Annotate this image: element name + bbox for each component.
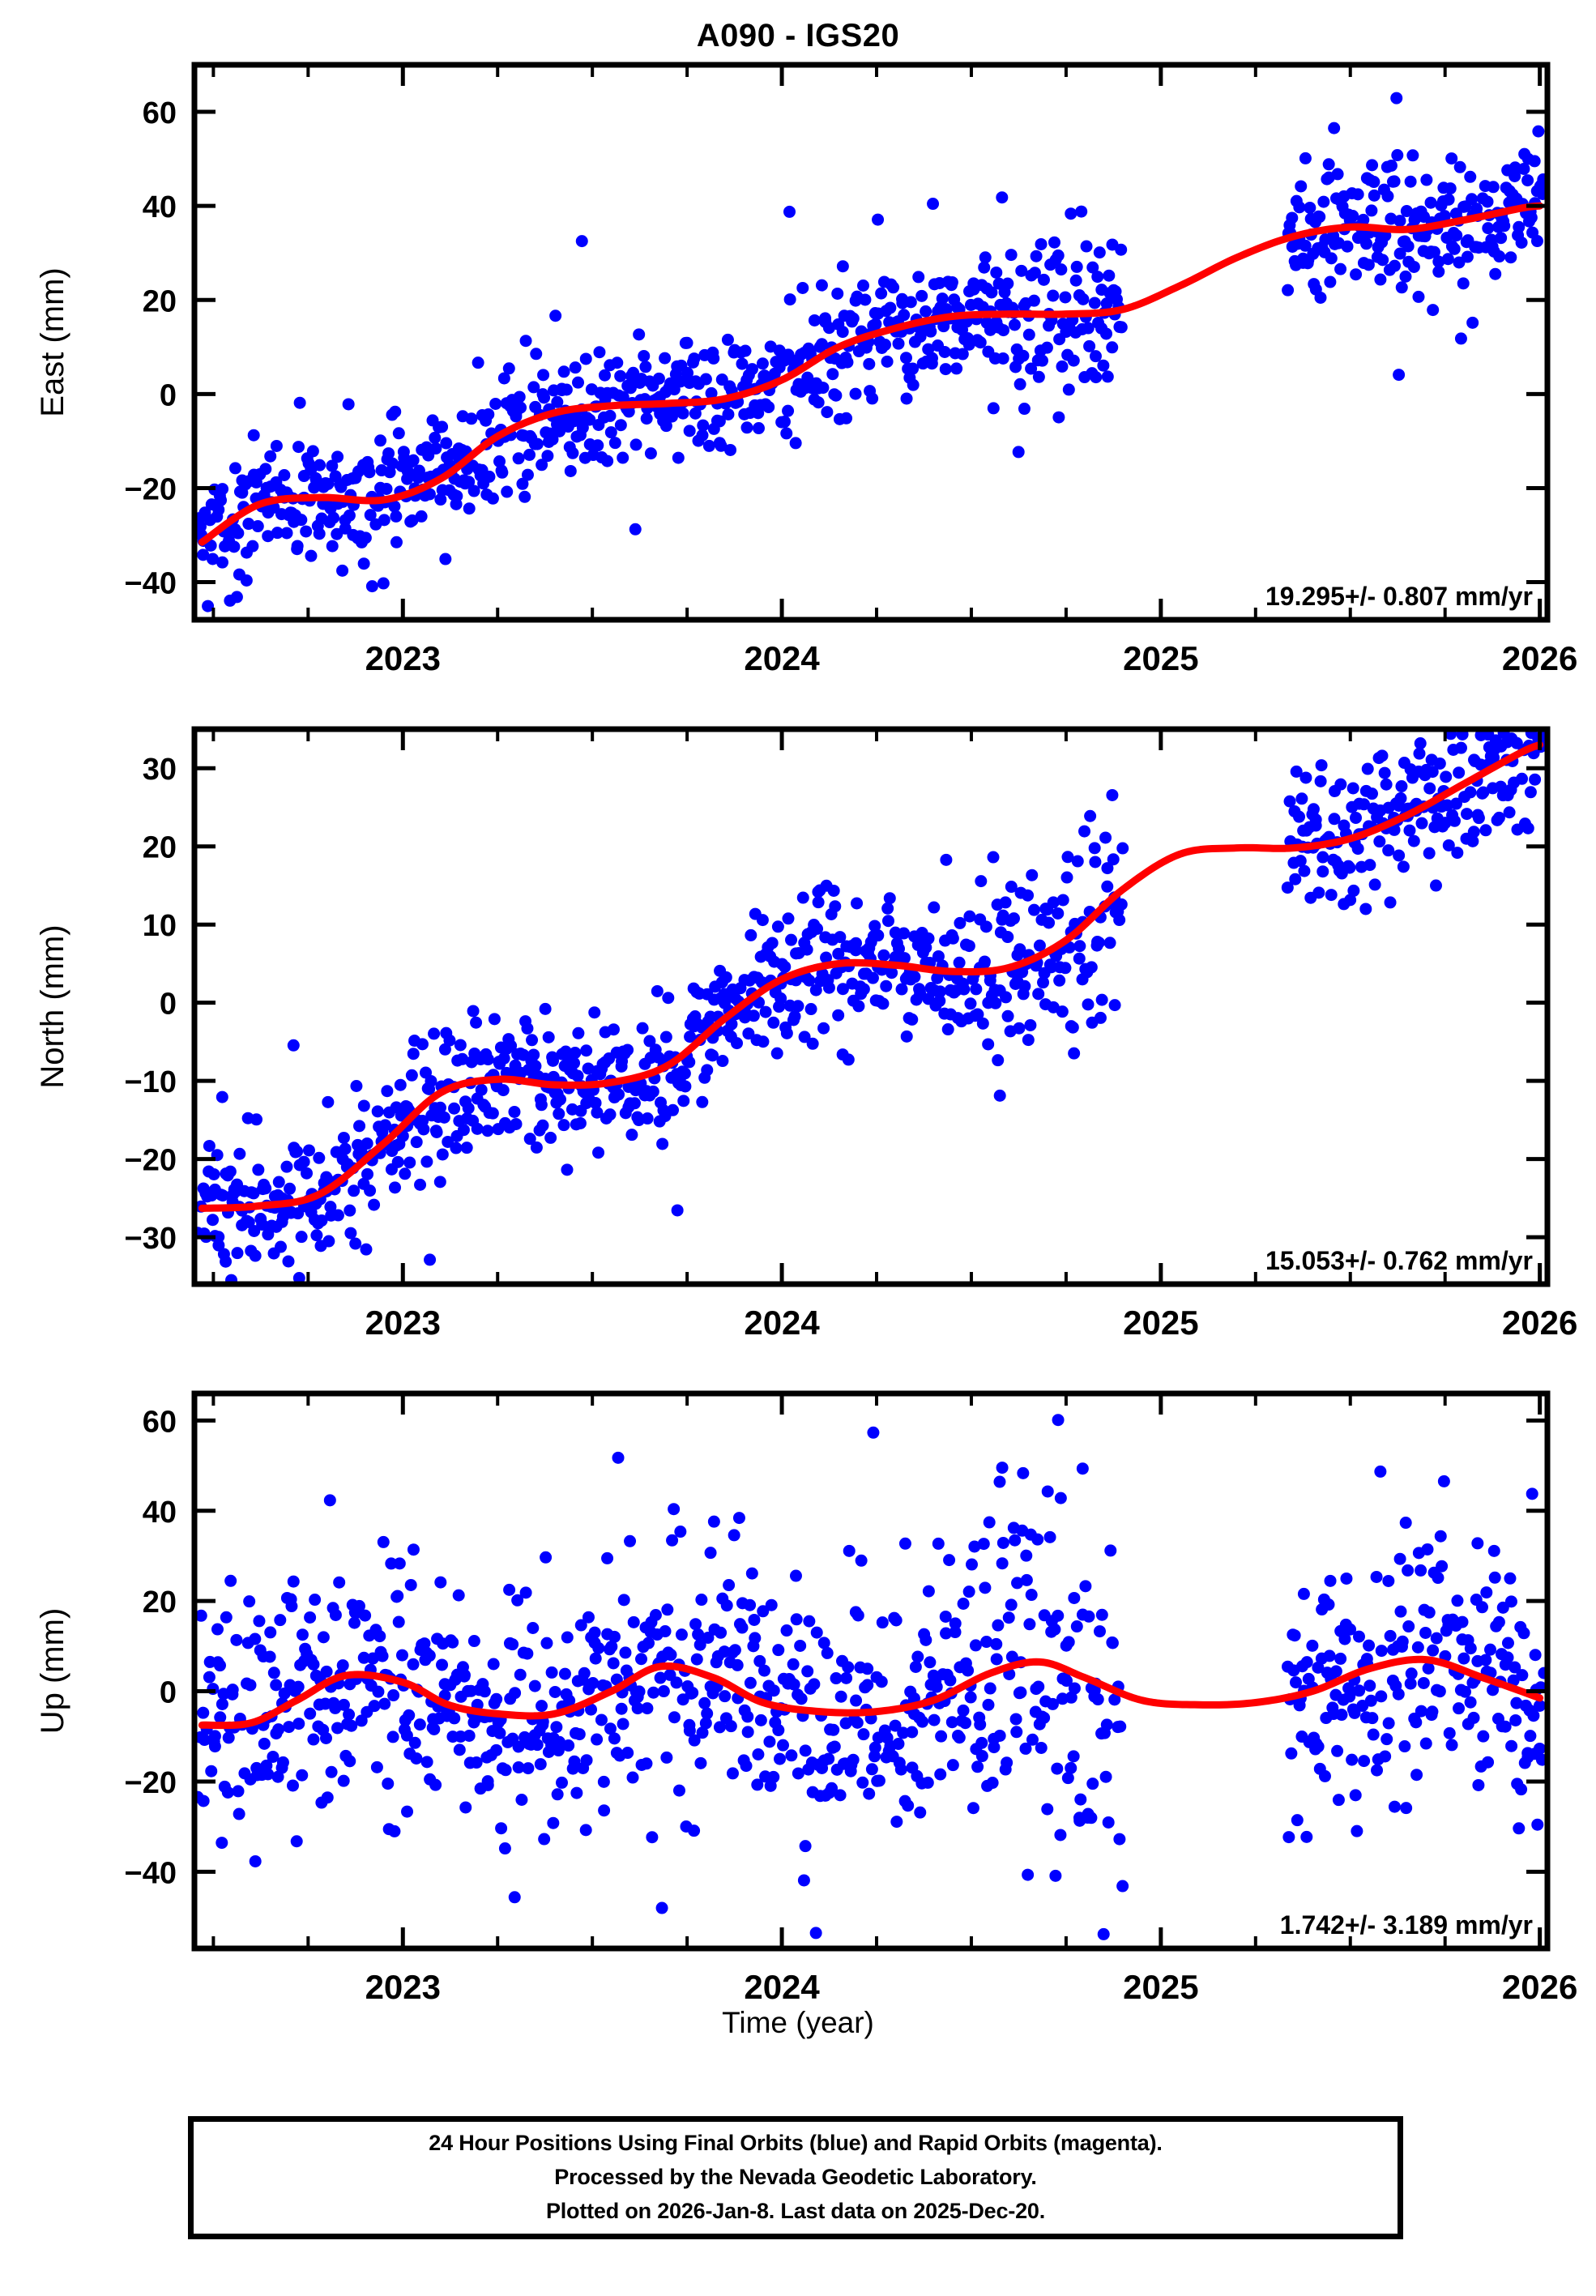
up-panel-xtick-label: 2024 [744, 1968, 820, 2006]
x-axis-label: Time (year) [722, 2006, 874, 2039]
east-panel-y-axis-label: East (mm) [35, 267, 70, 416]
east-panel-scatter-points [194, 92, 1547, 612]
north-panel-svg: −30 −20 −10 0 10 20 30 2023 2024 2025 2026 North (m… [35, 726, 1577, 1342]
north-panel-ytick-label: −30 [125, 1222, 177, 1256]
north-panel: −30 −20 −10 0 10 20 30 2023 2024 2025 2026 North (m… [0, 713, 1596, 1361]
east-panel-ytick-label: 0 [160, 378, 177, 412]
up-panel-xtick-label: 2023 [365, 1968, 441, 2006]
up-panel-ytick-label: 0 [160, 1676, 177, 1710]
up-panel-ytick-label: −20 [125, 1766, 177, 1800]
east-panel-ytick-label: −40 [125, 567, 177, 601]
north-panel-xtick-label: 2023 [365, 1304, 441, 1342]
up-panel-frame [191, 1390, 1551, 1952]
north-panel-ytick-label: 30 [143, 753, 177, 787]
up-panel-y-axis-label: Up (mm) [35, 1608, 70, 1735]
figure-caption-box: 24 Hour Positions Using Final Orbits (bl… [188, 2116, 1403, 2239]
north-panel-axes: −30 −20 −10 0 10 20 30 2023 2024 2025 2026 North (m… [35, 729, 1577, 1342]
up-panel-ytick-label: 60 [143, 1405, 177, 1439]
north-panel-ytick-label: −20 [125, 1144, 177, 1178]
up-panel-ytick-label: 40 [143, 1496, 177, 1530]
east-panel-frame [191, 62, 1551, 623]
up-panel-axes: −40 −20 0 20 40 60 2023 2024 2025 2026 Up (mm) 1.74… [35, 1393, 1577, 2006]
east-panel-svg: −40 −20 0 20 40 60 2023 2024 2025 2026 East (mm) 19… [35, 62, 1577, 677]
north-panel-xtick-label: 2024 [744, 1304, 820, 1342]
north-panel-frame [191, 726, 1551, 1287]
east-panel: −40 −20 0 20 40 60 2023 2024 2025 2026 East (mm) 19… [0, 49, 1596, 697]
north-panel-rate-annotation: 15.053+/- 0.762 mm/yr [1265, 1246, 1533, 1275]
east-panel-ytick-label: 60 [143, 96, 177, 130]
east-panel-ytick-label: −20 [125, 472, 177, 506]
east-panel-trend-line [198, 202, 1544, 546]
caption-line-2: Processed by the Nevada Geodetic Laborat… [554, 2165, 1037, 2190]
north-panel-data-layer [194, 729, 1547, 1284]
east-panel-xtick-label: 2024 [744, 639, 820, 677]
up-panel-ytick-label: −40 [125, 1856, 177, 1890]
north-panel-scatter-points [194, 729, 1547, 1284]
north-panel-xtick-label: 2025 [1123, 1304, 1198, 1342]
east-panel-rate-annotation: 19.295+/- 0.807 mm/yr [1265, 582, 1533, 611]
east-panel-axes: −40 −20 0 20 40 60 2023 2024 2025 2026 East (mm) 19… [35, 65, 1577, 677]
east-panel-data-layer [194, 92, 1547, 612]
north-panel-ytick-label: 20 [143, 831, 177, 865]
north-panel-xtick-label: 2026 [1502, 1304, 1577, 1342]
up-panel-rate-annotation: 1.742+/- 3.189 mm/yr [1280, 1910, 1533, 1940]
up-panel-xtick-label: 2026 [1502, 1968, 1577, 2006]
east-panel-ytick-label: 40 [143, 190, 177, 224]
north-panel-trend-line [198, 740, 1544, 1212]
up-panel-ytick-label: 20 [143, 1585, 177, 1620]
east-panel-xtick-label: 2023 [365, 639, 441, 677]
north-panel-y-axis-label: North (mm) [35, 924, 70, 1088]
up-panel-data-layer [194, 1414, 1547, 1940]
north-panel-ytick-label: 0 [160, 988, 177, 1022]
up-panel-xtick-label: 2025 [1123, 1968, 1198, 2006]
east-panel-xtick-label: 2025 [1123, 639, 1198, 677]
up-panel: −40 −20 0 20 40 60 2023 2024 2025 2026 Up (mm) 1.74… [0, 1377, 1596, 2025]
page-title: A090 - IGS20 [696, 18, 900, 53]
up-panel-svg: −40 −20 0 20 40 60 2023 2024 2025 2026 Up (mm) 1.74… [35, 1390, 1577, 2006]
up-panel-scatter-points [194, 1414, 1547, 1940]
up-panel-trend-line [198, 1655, 1544, 1730]
east-panel-xtick-label: 2026 [1502, 639, 1577, 677]
caption-line-1: 24 Hour Positions Using Final Orbits (bl… [429, 2131, 1163, 2156]
north-panel-ytick-label: 10 [143, 909, 177, 943]
caption-line-3: Plotted on 2026-Jan-8. Last data on 2025… [545, 2198, 1046, 2223]
north-panel-ytick-label: −10 [125, 1065, 177, 1099]
east-panel-ytick-label: 20 [143, 284, 177, 318]
